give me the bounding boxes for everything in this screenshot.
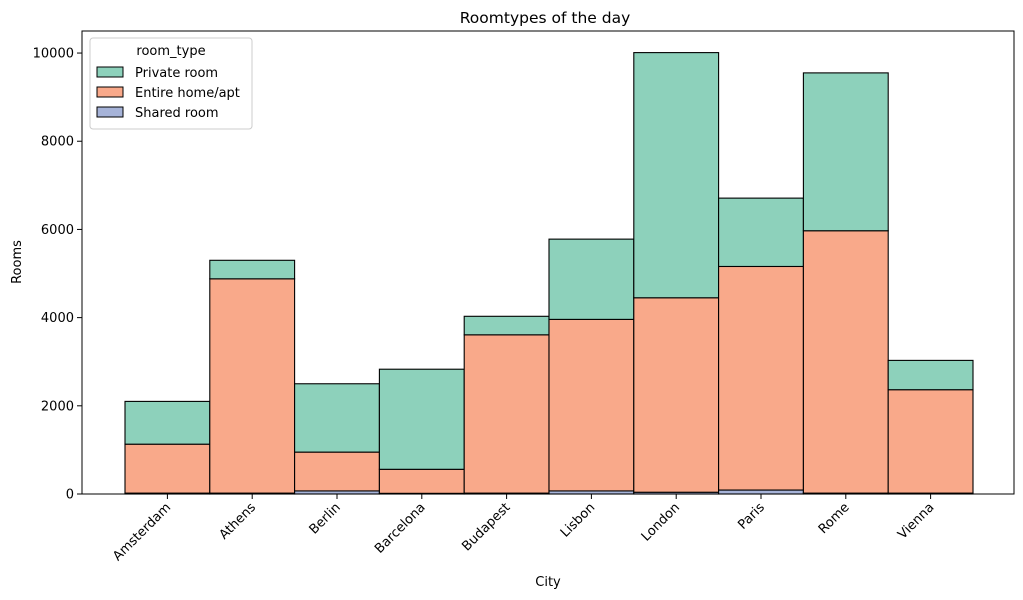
bar-rome-private-room <box>802 72 889 232</box>
x-tick-label: Amsterdam <box>110 500 174 564</box>
x-axis-ticks: Amsterdam Athens Berlin Barcelona Budapest Li… <box>110 494 937 564</box>
bar-amsterdam-entire-home-apt <box>124 443 211 494</box>
bar-barcelona-private-room <box>378 368 465 470</box>
x-tick-label: Vienna <box>895 500 937 542</box>
bar-vienna-entire-home-apt <box>887 389 974 494</box>
bar-berlin-private-room <box>294 383 380 453</box>
x-tick-label: Athens <box>217 500 260 543</box>
bar-london-private-room <box>633 52 720 299</box>
legend-swatch-private-room <box>96 66 124 78</box>
bar-lisbon-entire-home-apt <box>548 318 635 492</box>
plot-frame <box>81 30 1015 495</box>
y-axis-ticks: 0 2000 4000 6000 8000 10000 <box>33 47 82 503</box>
legend-title: room_type <box>136 44 205 59</box>
legend-label-entire-home-apt: Entire home/apt <box>135 86 240 101</box>
bar-paris-shared-room <box>718 489 804 495</box>
y-tick-label: 6000 <box>41 223 74 238</box>
bar-amsterdam-private-room <box>124 400 211 445</box>
bar-barcelona-entire-home-apt <box>378 468 465 494</box>
bar-london-entire-home-apt <box>633 297 720 493</box>
x-tick-label: Lisbon <box>558 500 598 540</box>
x-tick-label: London <box>639 500 683 544</box>
legend-items: Private room Entire home/apt Shared room <box>96 66 240 121</box>
y-tick-label: 2000 <box>41 399 74 414</box>
bar-budapest-private-room <box>463 315 550 336</box>
y-tick-label: 0 <box>66 488 74 503</box>
x-tick-label: Berlin <box>307 500 344 537</box>
bar-athens-private-room <box>209 259 296 280</box>
y-tick-label: 4000 <box>41 311 74 326</box>
legend-label-private-room: Private room <box>135 66 218 81</box>
bar-rome-entire-home-apt <box>802 230 889 494</box>
legend-frame <box>89 37 253 130</box>
bar-lisbon-private-room <box>548 238 635 320</box>
legend-swatch-entire-home-apt <box>96 86 124 98</box>
x-tick-label: Paris <box>735 500 768 533</box>
x-axis-label: City <box>535 575 561 590</box>
x-tick-label: Rome <box>816 500 853 537</box>
chart-title: Roomtypes of the day <box>460 9 631 27</box>
bar-berlin-entire-home-apt <box>294 451 380 492</box>
bar-paris-private-room <box>718 197 804 268</box>
bar-athens-entire-home-apt <box>209 278 296 494</box>
y-tick-label: 8000 <box>41 135 74 150</box>
legend-label-shared-room: Shared room <box>135 106 219 121</box>
plot-bars <box>124 52 974 495</box>
y-axis-label: Rooms <box>10 240 25 284</box>
x-tick-label: Barcelona <box>372 500 428 556</box>
bar-budapest-entire-home-apt <box>463 334 550 494</box>
bar-paris-entire-home-apt <box>718 265 804 491</box>
y-tick-label: 10000 <box>33 47 74 62</box>
legend-swatch-shared-room <box>96 106 124 118</box>
legend: room_type Private room Entire home/apt Sha… <box>89 37 253 130</box>
x-tick-label: Budapest <box>459 500 513 554</box>
bar-vienna-private-room <box>887 359 974 391</box>
